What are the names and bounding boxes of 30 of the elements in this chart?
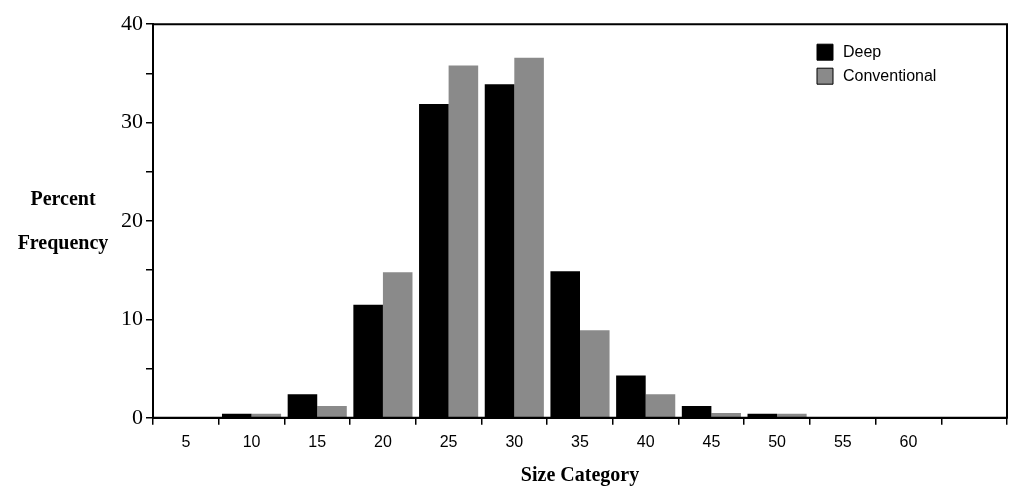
bar — [777, 413, 807, 418]
x-tick-label: 45 — [702, 432, 721, 450]
x-tick-label: 5 — [181, 432, 191, 450]
legend-label: Deep — [843, 42, 882, 60]
y-tick-label: 10 — [121, 305, 143, 331]
y-tick-label: 0 — [132, 403, 143, 429]
bar — [645, 394, 676, 418]
x-tick-label: 35 — [571, 432, 589, 450]
x-tick-label: 10 — [242, 432, 261, 450]
bar — [711, 412, 741, 418]
legend-label: Conventional — [843, 66, 937, 84]
x-tick-label: 25 — [439, 432, 458, 450]
x-tick-label: 60 — [899, 432, 918, 450]
x-tick-label: 20 — [374, 432, 392, 450]
bar — [514, 57, 544, 418]
x-axis-title: Size Category — [520, 463, 640, 487]
bar — [448, 65, 479, 418]
bar — [317, 405, 347, 418]
x-tick-label: 55 — [833, 432, 852, 450]
x-tick-label: 50 — [768, 432, 787, 450]
y-axis-title: Percent Frequency — [16, 186, 110, 256]
x-tick-label: 30 — [505, 432, 524, 450]
x-tick-label: 40 — [636, 432, 655, 450]
bar — [251, 413, 282, 418]
y-tick-label: 40 — [121, 9, 143, 35]
bar — [382, 272, 413, 418]
y-tick-label: 30 — [121, 108, 143, 134]
x-tick-label: 15 — [308, 432, 327, 450]
y-tick-label: 20 — [121, 206, 143, 232]
bar — [580, 330, 610, 418]
